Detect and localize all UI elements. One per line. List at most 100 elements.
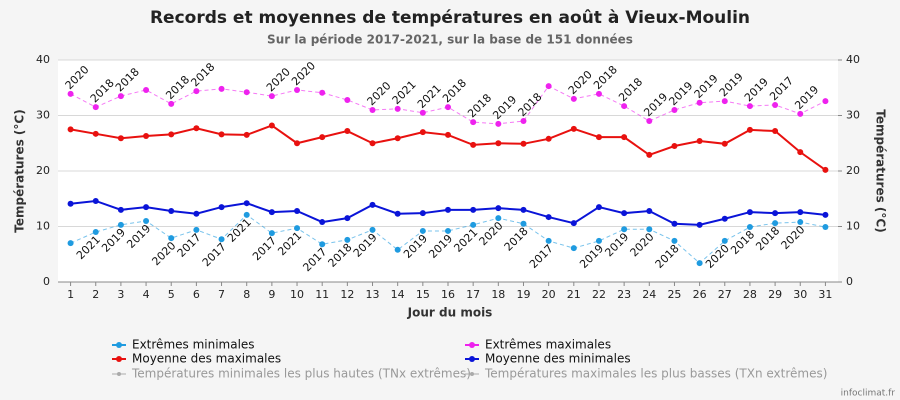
point [92, 130, 99, 137]
x-tick-label: 30 [793, 288, 807, 301]
x-axis-label: Jour du mois [407, 306, 493, 320]
point [117, 135, 124, 142]
point [294, 207, 301, 214]
y2-tick-label: 10 [846, 220, 860, 233]
point [746, 103, 753, 110]
point [470, 119, 477, 126]
point [671, 220, 678, 227]
point [369, 201, 376, 208]
point [268, 230, 275, 237]
point [646, 118, 653, 125]
x-tick-label: 16 [441, 288, 455, 301]
legend-marker [116, 342, 122, 348]
x-tick-label: 28 [743, 288, 757, 301]
point [369, 106, 376, 113]
point [721, 215, 728, 222]
point [696, 138, 703, 145]
point [344, 215, 351, 222]
point [344, 96, 351, 103]
x-tick-label: 22 [592, 288, 606, 301]
point [495, 140, 502, 147]
y-tick-label: 20 [36, 164, 50, 177]
point [419, 210, 426, 217]
point [671, 143, 678, 150]
point [243, 211, 250, 218]
point [218, 236, 225, 243]
legend-marker [470, 372, 474, 376]
point [746, 224, 753, 231]
legend-label: Températures maximales les plus basses (… [484, 367, 827, 381]
point [746, 126, 753, 133]
point [168, 207, 175, 214]
point [621, 134, 628, 141]
x-tick-label: 31 [818, 288, 832, 301]
point [495, 205, 502, 212]
legend-marker [469, 356, 475, 362]
x-tick-label: 6 [193, 288, 200, 301]
point [294, 86, 301, 93]
point [268, 209, 275, 216]
point [143, 204, 150, 211]
point [92, 197, 99, 204]
x-tick-label: 14 [391, 288, 405, 301]
point [470, 141, 477, 148]
point [595, 204, 602, 211]
point [646, 151, 653, 158]
y-tick-label: 40 [36, 53, 50, 66]
point [495, 215, 502, 222]
x-tick-label: 9 [268, 288, 275, 301]
point [495, 120, 502, 127]
point [193, 226, 200, 233]
point [772, 210, 779, 217]
x-tick-label: 1 [67, 288, 74, 301]
x-tick-label: 13 [366, 288, 380, 301]
point [545, 135, 552, 142]
point [822, 98, 829, 105]
point [143, 86, 150, 93]
point [243, 89, 250, 96]
x-tick-label: 5 [168, 288, 175, 301]
x-tick-label: 7 [218, 288, 225, 301]
point [520, 118, 527, 125]
x-tick-label: 4 [143, 288, 150, 301]
point [319, 219, 326, 226]
x-tick-label: 20 [542, 288, 556, 301]
y-axis-label: Températures (°C) [13, 109, 27, 232]
x-tick-label: 24 [642, 288, 656, 301]
point [319, 134, 326, 141]
point [168, 100, 175, 107]
point [193, 88, 200, 95]
chart-subtitle: Sur la période 2017-2021, sur la base de… [267, 33, 633, 47]
point [721, 140, 728, 147]
point [696, 99, 703, 106]
legend-label: Températures minimales les plus hautes (… [131, 367, 471, 381]
point [470, 221, 477, 228]
x-tick-label: 10 [290, 288, 304, 301]
point [419, 109, 426, 116]
point [67, 240, 74, 247]
point [218, 85, 225, 92]
point [445, 206, 451, 213]
legend-label: Extrêmes minimales [132, 338, 255, 352]
point [746, 209, 753, 216]
y-tick-label: 0 [43, 275, 50, 288]
point [797, 149, 804, 156]
legend-label: Moyenne des minimales [485, 352, 631, 366]
point [797, 209, 804, 216]
point [117, 221, 124, 228]
credit: infoclimat.fr [841, 389, 896, 399]
point [822, 166, 829, 173]
point [67, 90, 74, 97]
point [243, 200, 250, 207]
x-tick-label: 26 [693, 288, 707, 301]
point [369, 226, 376, 233]
point [168, 235, 175, 242]
point [243, 131, 250, 138]
x-tick-label: 17 [466, 288, 480, 301]
point [193, 125, 200, 132]
x-tick-label: 8 [243, 288, 250, 301]
x-tick-label: 15 [416, 288, 430, 301]
point [319, 89, 326, 96]
x-tick-label: 3 [117, 288, 124, 301]
x-tick-label: 25 [667, 288, 681, 301]
